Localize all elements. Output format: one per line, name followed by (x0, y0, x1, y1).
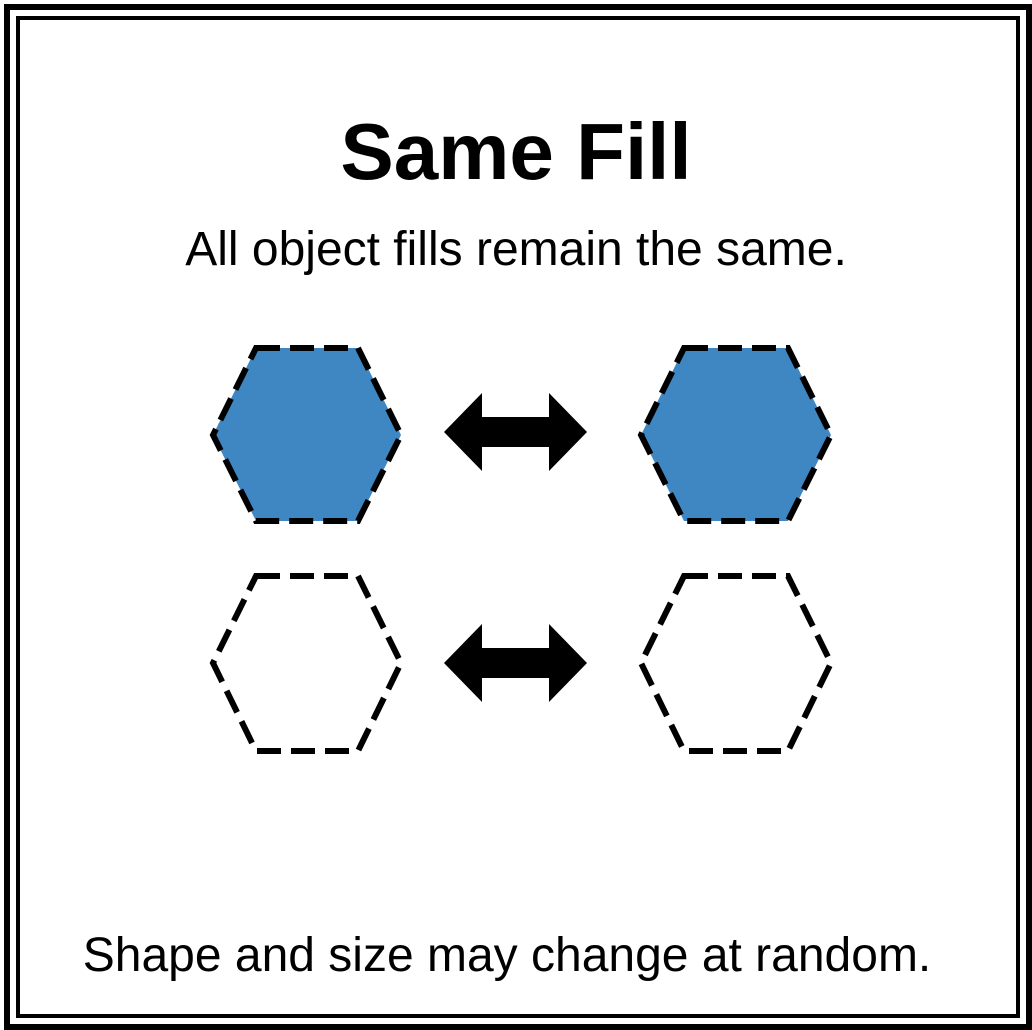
hexagon-empty-right (637, 573, 835, 754)
outer-frame (4, 4, 1032, 1030)
inner-frame (16, 16, 1020, 1018)
double-arrow-icon (444, 624, 587, 702)
diagram-footer: Shape and size may change at random. (82, 929, 932, 982)
diagram-subtitle: All object fills remain the same. (185, 223, 847, 276)
double-arrow-icon (444, 393, 587, 471)
hexagon-empty-left (209, 573, 405, 754)
hexagon-filled-right (637, 345, 835, 524)
hexagon-filled-left (209, 345, 405, 524)
diagram-title: Same Fill (340, 107, 692, 196)
